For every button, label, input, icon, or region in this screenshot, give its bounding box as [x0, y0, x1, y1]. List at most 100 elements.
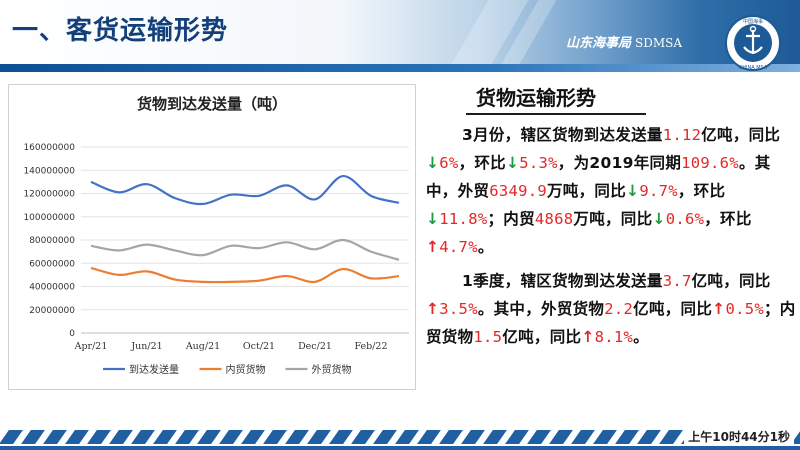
text: 1季度，辖区货物到达发送量	[462, 272, 663, 290]
logo-top-text: 中国海事	[743, 18, 763, 25]
header-bar	[0, 64, 800, 72]
footer-stripe	[197, 430, 221, 444]
x-tick-label: Aug/21	[185, 341, 220, 352]
down-arrow-icon: ↓	[426, 210, 440, 228]
y-tick-label: 100000000	[23, 213, 75, 223]
footer-stripe	[285, 430, 309, 444]
up-arrow-icon: ↑	[426, 238, 440, 256]
brand-text: 山东海事局 SDMSA	[566, 32, 682, 51]
footer-stripe	[307, 430, 331, 444]
value: 8.1%	[594, 328, 634, 346]
chart-title: 货物到达发送量（吨）	[136, 95, 287, 113]
series-line-外贸货物	[90, 238, 400, 261]
footer-stripe	[153, 430, 177, 444]
down-arrow-icon: ↓	[505, 154, 520, 172]
footer-stripe	[395, 430, 419, 444]
value: 11.8%	[439, 210, 488, 228]
paragraph-march: 3月份，辖区货物到达发送量1.12亿吨，同比↓6%，环比↓5.3%，为2019年…	[426, 121, 798, 261]
footer-stripe	[109, 430, 133, 444]
text: 亿吨，同比	[691, 272, 771, 290]
x-tick-label: Dec/21	[298, 341, 332, 352]
footer-stripe	[131, 430, 155, 444]
text: ；内贸	[487, 210, 535, 228]
down-arrow-icon: ↓	[626, 182, 640, 200]
footer-stripe	[175, 430, 199, 444]
slide-footer: 上午10时44分1秒	[0, 426, 800, 450]
value: 109.6%	[681, 154, 739, 172]
legend-entry: 外贸货物	[312, 363, 352, 376]
y-tick-label: 160000000	[23, 143, 75, 153]
value: 3.7	[662, 272, 692, 290]
series-line-内贸货物	[90, 266, 400, 284]
y-tick-label: 140000000	[23, 166, 75, 176]
down-arrow-icon: ↓	[652, 210, 666, 228]
value: 2.2	[604, 300, 634, 318]
text: ，环比	[458, 154, 506, 172]
y-tick-label: 80000000	[29, 236, 75, 246]
series-line-到达发送量	[90, 174, 400, 206]
text-panel: 货物运输形势 3月份，辖区货物到达发送量1.12亿吨，同比↓6%，环比↓5.3%…	[426, 80, 798, 351]
y-tick-label: 20000000	[29, 306, 75, 316]
logo-bottom-text: CHINA MSA	[739, 65, 768, 71]
value: 1.5	[473, 328, 503, 346]
footer-stripe	[241, 430, 265, 444]
heading-underline	[466, 113, 646, 115]
footer-stripe	[373, 430, 397, 444]
text: 。其中，外贸	[426, 154, 771, 200]
footer-stripe	[87, 430, 111, 444]
panel-heading: 货物运输形势	[476, 86, 596, 110]
paragraph-q1: 1季度，辖区货物到达发送量3.7亿吨，同比↑3.5%。其中，外贸货物2.2亿吨，…	[426, 267, 798, 351]
x-tick-label: Apr/21	[74, 341, 108, 352]
brand-script: 山东海事局	[566, 36, 632, 51]
value: 0.6%	[665, 210, 705, 228]
value: 6%	[439, 154, 459, 172]
legend-entry: 到达发送量	[129, 363, 179, 376]
text: 亿吨，同比	[633, 300, 713, 318]
up-arrow-icon: ↑	[712, 300, 726, 318]
line-chart: 0 20000000 40000000 60000000 80000000 1000000…	[23, 143, 409, 376]
footer-stripe	[329, 430, 353, 444]
footer-stripe	[659, 430, 683, 444]
value: 6349.9	[489, 182, 547, 200]
text: 。其中，外贸货物	[477, 300, 605, 318]
footer-stripe	[0, 430, 23, 444]
text: 万吨，同比	[573, 210, 653, 228]
footer-stripe	[615, 430, 639, 444]
text: ，环比	[677, 182, 726, 200]
value: 9.7%	[639, 182, 678, 200]
y-tick-label: 120000000	[23, 190, 75, 200]
footer-stripe	[505, 430, 529, 444]
text: ；内贸货物	[426, 300, 796, 346]
footer-stripe	[21, 430, 45, 444]
footer-stripe	[417, 430, 441, 444]
value: 0.5%	[725, 300, 764, 318]
value: 4.7%	[439, 238, 478, 256]
x-tick-label: Feb/22	[354, 341, 387, 352]
y-tick-label: 0	[69, 329, 75, 339]
value: 4868	[534, 210, 574, 228]
footer-stripe	[483, 430, 507, 444]
text: 万吨，同比	[547, 182, 627, 200]
footer-stripe	[461, 430, 485, 444]
china-msa-logo-icon: 中国海事 CHINA MSA	[725, 15, 781, 71]
footer-stripe	[549, 430, 573, 444]
up-arrow-icon: ↑	[426, 300, 440, 318]
footer-stripe	[43, 430, 67, 444]
up-arrow-icon: ↑	[581, 328, 595, 346]
footer-stripe	[65, 430, 89, 444]
x-tick-label: Jun/21	[130, 341, 162, 352]
value: 1.12	[662, 126, 702, 144]
footer-stripe	[571, 430, 595, 444]
value: 5.3%	[519, 154, 558, 172]
slide-title: 一、客货运输形势	[12, 16, 229, 46]
text: 亿吨，同比	[701, 126, 781, 144]
footer-stripe	[219, 430, 243, 444]
text: ，环比	[704, 210, 752, 228]
text: 。	[633, 328, 649, 346]
footer-stripe	[351, 430, 375, 444]
clock-time: 上午10时44分1秒	[684, 428, 794, 445]
footer-stripe	[637, 430, 661, 444]
legend-entry: 内贸货物	[226, 363, 266, 376]
footer-band	[0, 446, 800, 450]
chart-container: 货物到达发送量（吨） 0 20000000 40000000 60000000 8000…	[8, 84, 416, 390]
